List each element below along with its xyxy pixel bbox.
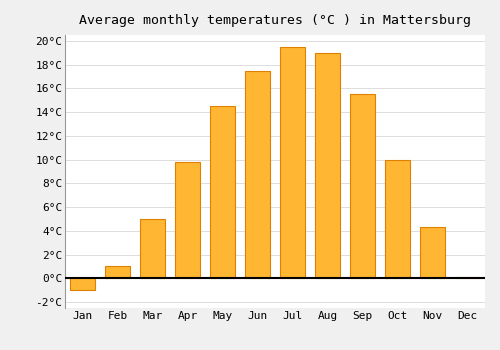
Bar	[210, 106, 235, 278]
Bar	[70, 278, 95, 290]
Bar	[245, 71, 270, 278]
Bar	[280, 47, 305, 278]
Bar	[455, 277, 480, 278]
Bar	[316, 53, 340, 278]
Bar	[385, 160, 410, 278]
Bar	[176, 162, 200, 278]
Bar	[350, 94, 375, 278]
Title: Average monthly temperatures (°C ) in Mattersburg: Average monthly temperatures (°C ) in Ma…	[79, 14, 471, 27]
Bar	[105, 266, 130, 278]
Bar	[420, 227, 445, 278]
Bar	[140, 219, 165, 278]
